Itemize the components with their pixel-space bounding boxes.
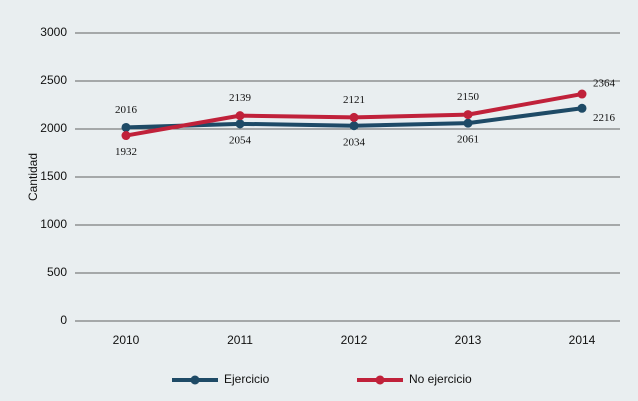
y-tick-label: 1000 [40, 217, 67, 231]
point [349, 112, 359, 122]
y-tick-label: 3000 [40, 25, 67, 39]
x-tick-label: 2014 [569, 333, 596, 347]
x-tick-label: 2012 [341, 333, 368, 347]
point [463, 118, 473, 128]
point [121, 122, 131, 132]
x-tick-label: 2010 [113, 333, 140, 347]
point [235, 111, 245, 121]
y-tick-label: 2000 [40, 121, 67, 135]
legend-swatch-dot [375, 375, 385, 385]
value-label: 2034 [343, 136, 366, 148]
point [121, 131, 131, 141]
value-label: 2061 [457, 134, 479, 146]
value-label: 1932 [115, 146, 137, 158]
legend-label: Ejercicio [224, 372, 270, 386]
y-tick-label: 0 [60, 313, 67, 327]
point [577, 103, 587, 113]
y-tick-label: 2500 [40, 73, 67, 87]
value-label: 2054 [229, 134, 252, 146]
point [577, 89, 587, 99]
value-label: 2139 [229, 92, 252, 104]
point [349, 121, 359, 131]
value-label: 2150 [457, 91, 480, 103]
point [463, 110, 473, 120]
value-label: 2121 [343, 94, 365, 106]
y-tick-label: 500 [47, 265, 67, 279]
y-axis-label: Cantidad [26, 153, 40, 201]
point [235, 119, 245, 129]
y-tick-label: 1500 [40, 169, 67, 183]
value-label: 2016 [115, 104, 138, 116]
value-label: 2364 [593, 77, 616, 89]
value-label: 2216 [593, 112, 616, 124]
x-tick-label: 2011 [227, 333, 253, 347]
x-tick-label: 2013 [455, 333, 482, 347]
legend-swatch-dot [190, 375, 200, 385]
legend-label: No ejercicio [409, 372, 472, 386]
